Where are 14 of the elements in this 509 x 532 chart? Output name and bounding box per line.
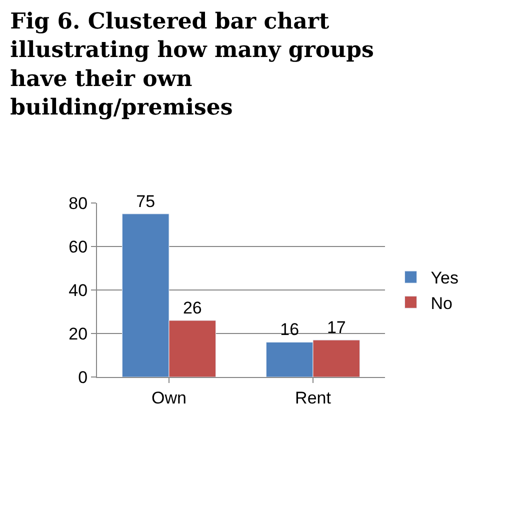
data-label: 75 — [136, 192, 156, 211]
x-tick-label: Rent — [295, 388, 332, 408]
y-tick-label: 40 — [68, 280, 88, 300]
data-label: 16 — [280, 320, 300, 340]
y-tick-label: 80 — [68, 194, 88, 213]
y-tick-label: 20 — [68, 324, 88, 344]
chart-title: Fig 6. Clustered bar chart illustrating how many groups have their own building/premises — [10, 8, 374, 120]
data-label: 26 — [182, 298, 202, 318]
legend-label: Yes — [430, 268, 458, 288]
y-tick-label: 0 — [78, 368, 88, 387]
x-tick-label: Own — [152, 388, 186, 408]
y-tick-label: 60 — [68, 237, 88, 256]
data-label: 17 — [326, 318, 346, 338]
legend-label: No — [430, 294, 452, 313]
